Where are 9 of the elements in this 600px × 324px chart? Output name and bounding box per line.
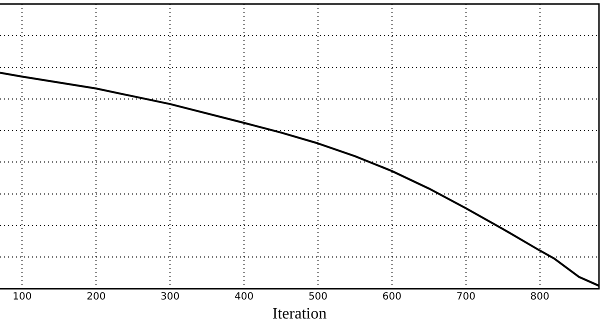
x-axis-title: Iteration xyxy=(272,306,327,323)
x-tick-label: 600 xyxy=(382,291,402,302)
x-tick-label: 200 xyxy=(86,291,106,302)
x-tick-label: 100 xyxy=(12,291,32,302)
x-tick-label: 300 xyxy=(160,291,180,302)
x-tick-label: 800 xyxy=(530,291,550,302)
x-tick-label: 400 xyxy=(234,291,254,302)
x-tick-label: 700 xyxy=(456,291,476,302)
x-tick-label: 500 xyxy=(308,291,328,302)
